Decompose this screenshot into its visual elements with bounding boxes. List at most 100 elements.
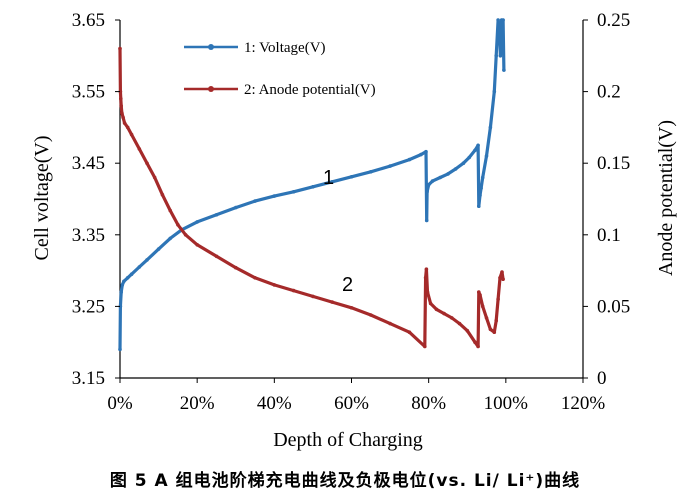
data-point-voltage: [501, 18, 505, 22]
data-point-anode-potential: [478, 293, 482, 297]
data-point-voltage: [119, 290, 123, 294]
data-point-voltage: [234, 205, 238, 210]
data-point-voltage: [484, 154, 489, 158]
data-point-voltage: [125, 276, 130, 280]
x-tick-label: 80%: [411, 393, 446, 414]
data-point-voltage: [502, 68, 506, 72]
data-point-voltage: [291, 190, 296, 194]
data-point-voltage: [145, 258, 149, 262]
y-left-tick-label: 3.25: [72, 296, 105, 317]
data-point-voltage: [497, 25, 502, 30]
data-point-anode-potential: [369, 313, 373, 317]
data-point-voltage: [407, 157, 412, 162]
data-point-anode-potential: [119, 104, 123, 108]
data-point-voltage: [492, 89, 497, 94]
data-point-anode-potential: [442, 311, 446, 316]
data-point-anode-potential: [492, 330, 497, 335]
y-left-tick-label: 3.35: [72, 225, 105, 246]
ticks-layer: 0% 20% 40% 60% 80% 100% 120% 3.15 3.25 3.35 3.45 3.…: [72, 10, 631, 414]
data-point-voltage: [118, 304, 123, 309]
x-tick-label: 120%: [561, 393, 606, 414]
y-left-tick-label: 3.65: [72, 10, 105, 31]
data-point-voltage: [349, 175, 354, 179]
data-point-voltage: [419, 152, 423, 157]
data-point-voltage: [494, 54, 499, 58]
data-point-voltage: [461, 161, 466, 165]
data-point-voltage: [118, 347, 122, 352]
data-point-anode-potential: [160, 192, 165, 197]
data-point-anode-potential: [428, 301, 433, 306]
data-point-voltage: [120, 283, 125, 287]
data-point-anode-potential: [272, 283, 277, 287]
data-point-voltage: [476, 143, 480, 148]
data-point-anode-potential: [195, 243, 199, 247]
y-right-tick-label: 0.1: [597, 225, 621, 246]
data-point-voltage: [498, 54, 503, 58]
data-point-anode-potential: [214, 254, 219, 259]
plot-frame: [119, 20, 584, 379]
data-point-voltage: [478, 193, 482, 198]
data-point-voltage: [430, 179, 435, 183]
y-left-tick-label: 3.15: [72, 368, 105, 389]
data-point-anode-potential: [423, 276, 428, 280]
data-point-anode-potential: [176, 223, 180, 227]
data-point-anode-potential: [434, 307, 439, 312]
data-point-anode-potential: [498, 276, 502, 280]
y-right-tick-label: 0.2: [597, 82, 621, 103]
data-point-voltage: [122, 279, 126, 284]
data-point-anode-potential: [388, 321, 392, 326]
data-point-voltage: [330, 180, 335, 184]
data-point-anode-potential: [473, 340, 477, 345]
y-left-tick-label: 3.45: [72, 153, 105, 174]
data-point-voltage: [424, 149, 428, 154]
data-point-anode-potential: [125, 125, 130, 130]
series-layer: [118, 18, 506, 352]
data-point-voltage: [453, 167, 458, 171]
data-point-voltage: [488, 125, 493, 130]
data-point-anode-potential: [234, 265, 238, 270]
data-point-anode-potential: [291, 288, 296, 293]
data-point-anode-potential: [152, 175, 157, 180]
y-right-tick-label: 0.05: [597, 296, 630, 317]
data-point-voltage: [480, 175, 485, 180]
data-point-voltage: [272, 194, 277, 198]
x-tick-label: 0%: [107, 393, 133, 414]
y-axis-right-title: Anode potential(V): [655, 120, 677, 276]
data-point-anode-potential: [118, 89, 123, 94]
data-point-voltage: [156, 247, 161, 251]
data-point-anode-potential: [496, 297, 500, 302]
data-point-anode-potential: [349, 306, 354, 310]
data-point-anode-potential: [488, 327, 493, 332]
data-point-anode-potential: [494, 318, 499, 323]
data-point-anode-potential: [168, 208, 172, 213]
data-point-anode-potential: [450, 316, 454, 320]
y-axis-left-title: Cell voltage(V): [31, 136, 53, 261]
legend: 1: Voltage(V) 2: Anode potential(V): [184, 40, 376, 98]
x-tick-label: 60%: [334, 393, 369, 414]
legend-label-anode: 2: Anode potential(V): [244, 82, 376, 98]
data-point-anode-potential: [477, 290, 481, 294]
y-right-tick-label: 0.15: [597, 153, 630, 174]
data-point-anode-potential: [480, 304, 485, 309]
data-point-voltage: [369, 170, 373, 174]
y-right-tick-label: 0.25: [597, 10, 630, 31]
data-point-voltage: [168, 236, 172, 241]
data-point-anode-potential: [145, 161, 149, 165]
data-point-anode-potential: [425, 290, 430, 294]
y-left-tick-label: 3.55: [72, 82, 105, 103]
data-point-voltage: [195, 220, 199, 224]
data-point-voltage: [500, 39, 505, 44]
data-point-anode-potential: [423, 344, 427, 349]
data-point-voltage: [425, 190, 429, 194]
x-tick-label: 40%: [257, 393, 292, 414]
data-point-anode-potential: [501, 277, 505, 282]
legend-label-voltage: 1: Voltage(V): [244, 40, 326, 56]
data-point-voltage: [467, 155, 472, 160]
series-label-2: 2: [342, 274, 353, 296]
data-point-voltage: [479, 186, 483, 191]
data-point-voltage: [388, 164, 392, 168]
data-point-voltage: [311, 185, 315, 189]
legend-marker-anode: [208, 86, 214, 92]
data-point-anode-potential: [122, 121, 127, 125]
